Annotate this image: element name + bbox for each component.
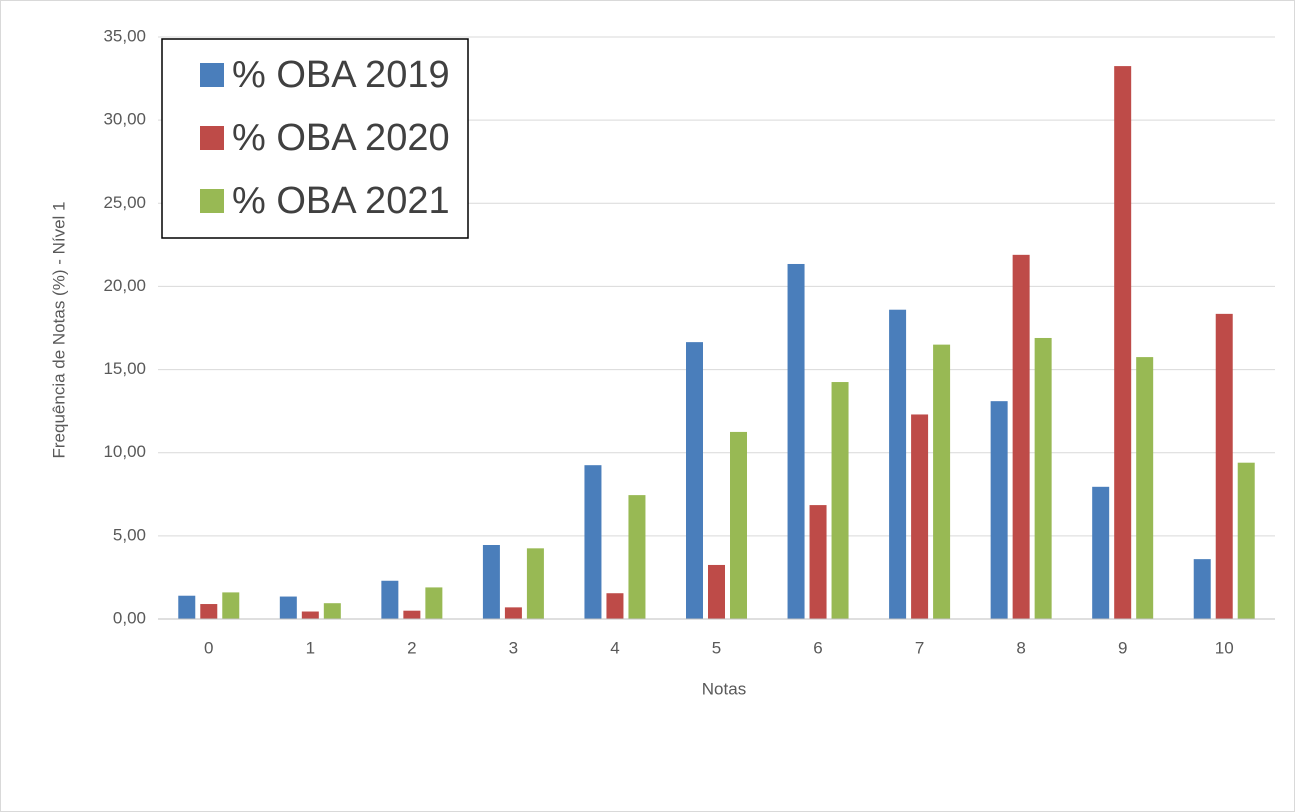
bar <box>200 604 218 619</box>
bar <box>301 611 319 619</box>
legend-label: % OBA 2019 <box>232 54 450 96</box>
legend-label: % OBA 2020 <box>232 117 450 159</box>
x-tick-label: 10 <box>1215 638 1234 657</box>
legend-swatch <box>200 126 224 150</box>
bar <box>911 414 929 619</box>
bar <box>526 548 544 619</box>
bar <box>482 545 500 619</box>
bar <box>889 309 907 619</box>
bar <box>787 263 805 619</box>
bar <box>584 465 602 619</box>
x-tick-label: 4 <box>610 638 619 657</box>
bar <box>1136 357 1154 619</box>
x-tick-label: 1 <box>306 638 315 657</box>
x-tick-label: 2 <box>407 638 416 657</box>
bar <box>323 603 341 619</box>
x-tick-label: 6 <box>813 638 822 657</box>
bar <box>1237 462 1255 619</box>
bar <box>381 580 399 619</box>
y-tick-label: 0,00 <box>113 608 146 627</box>
x-tick-label: 8 <box>1016 638 1025 657</box>
bar <box>222 592 240 619</box>
bar <box>1092 486 1110 619</box>
bar <box>425 587 443 619</box>
bar <box>279 596 297 619</box>
legend-label: % OBA 2021 <box>232 180 450 222</box>
bar <box>628 495 646 619</box>
legend-swatch <box>200 189 224 213</box>
bar <box>1193 559 1211 619</box>
bar <box>831 382 849 619</box>
x-tick-label: 5 <box>712 638 721 657</box>
bar <box>809 505 827 619</box>
bar <box>178 595 196 619</box>
bar <box>708 564 725 619</box>
bar <box>990 401 1008 619</box>
y-tick-label: 30,00 <box>103 110 146 129</box>
y-tick-label: 10,00 <box>103 442 146 461</box>
y-tick-label: 15,00 <box>103 359 146 378</box>
bar <box>504 607 522 619</box>
bar <box>403 610 421 619</box>
bar <box>686 342 703 619</box>
y-tick-label: 20,00 <box>103 276 146 295</box>
bar <box>1215 313 1233 619</box>
x-tick-label: 3 <box>509 638 518 657</box>
y-tick-label: 5,00 <box>113 525 146 544</box>
bar <box>933 344 951 619</box>
x-axis-title: Notas <box>702 679 746 698</box>
y-axis-title: Frequência de Notas (%) - Nível 1 <box>49 202 68 459</box>
legend-swatch <box>200 63 224 87</box>
bar <box>730 431 747 619</box>
x-tick-label: 0 <box>204 638 213 657</box>
bar <box>1114 66 1132 620</box>
bar <box>1012 254 1030 619</box>
y-tick-label: 25,00 <box>103 193 146 212</box>
y-tick-label: 35,00 <box>103 26 146 45</box>
bar <box>1034 337 1052 619</box>
x-tick-label: 9 <box>1118 638 1127 657</box>
x-tick-label: 7 <box>915 638 924 657</box>
bar <box>606 593 624 619</box>
